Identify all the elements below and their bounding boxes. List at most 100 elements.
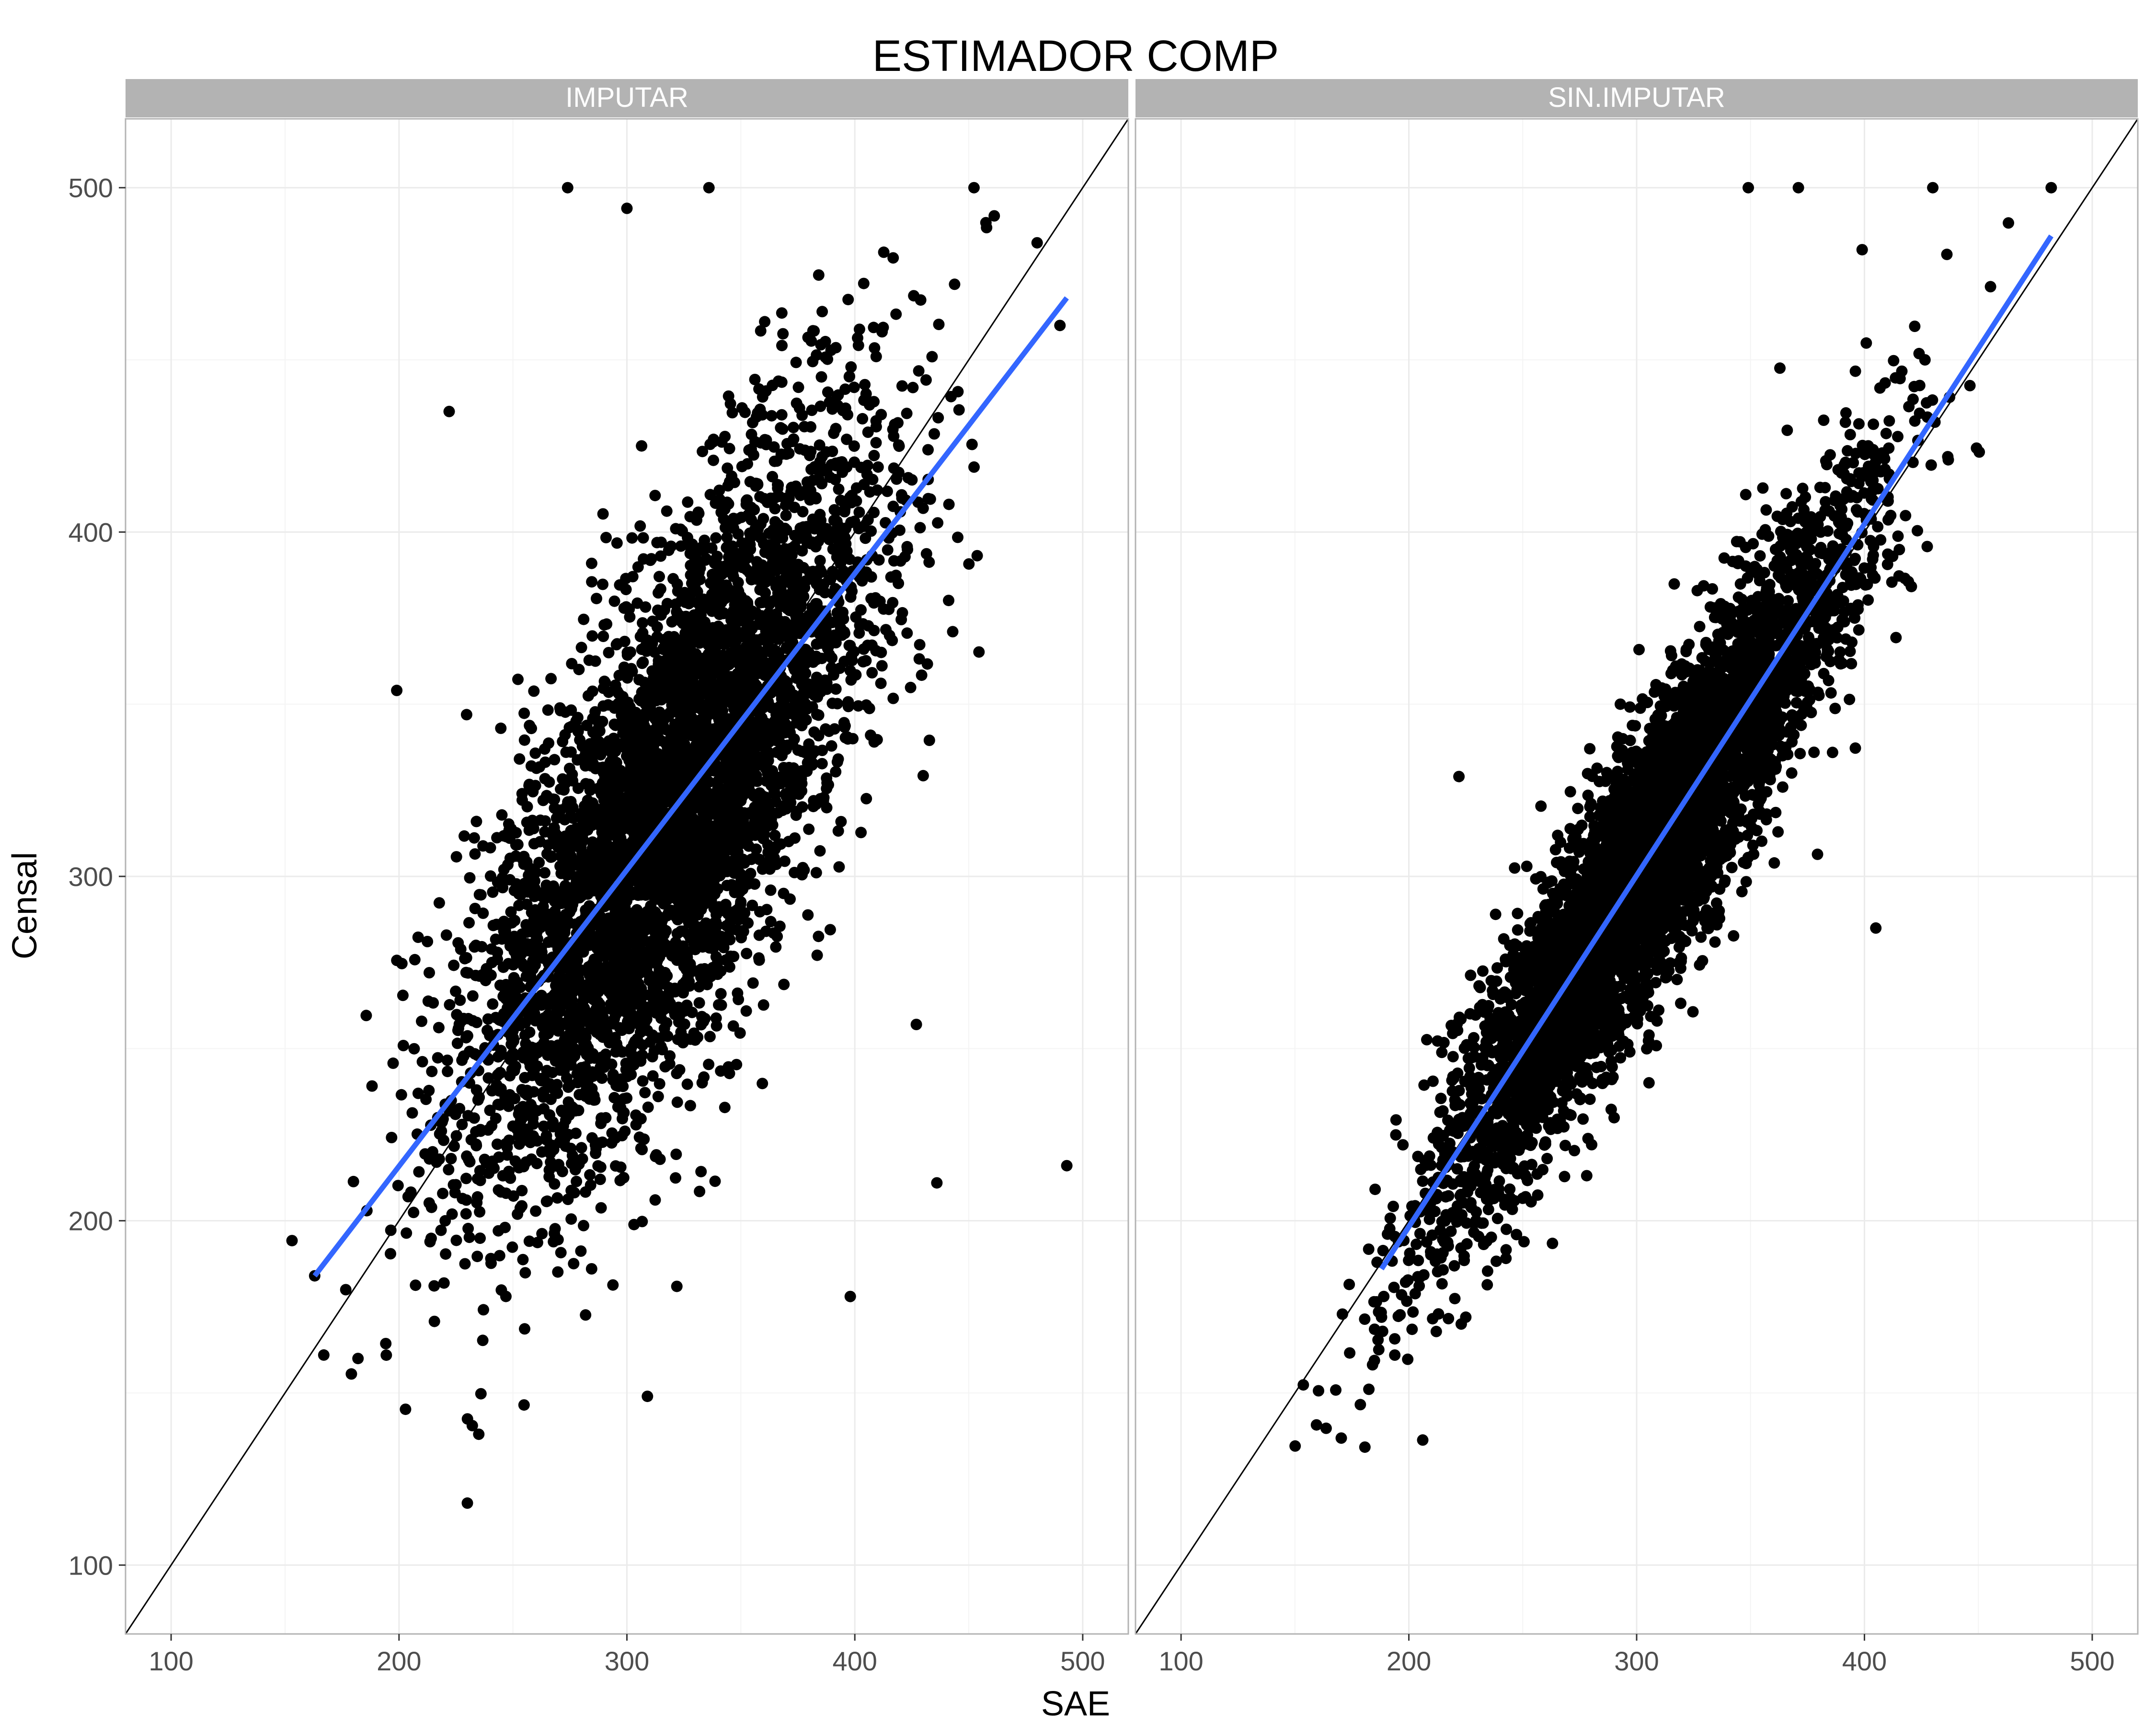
data-point xyxy=(385,1248,396,1260)
data-point xyxy=(494,1067,506,1079)
data-point xyxy=(875,646,887,658)
data-point xyxy=(869,342,881,354)
data-point xyxy=(887,597,899,609)
data-point xyxy=(518,961,530,973)
data-point xyxy=(779,855,791,867)
data-point xyxy=(459,1258,471,1270)
data-point xyxy=(625,954,637,966)
data-point xyxy=(715,999,727,1011)
data-point xyxy=(616,1130,628,1141)
data-point xyxy=(503,1134,515,1146)
data-point xyxy=(621,670,633,682)
data-point xyxy=(755,646,767,658)
data-point xyxy=(816,451,828,462)
data-point xyxy=(408,1207,420,1219)
data-point xyxy=(749,851,761,863)
data-point xyxy=(814,508,826,520)
data-point xyxy=(576,861,588,873)
data-point xyxy=(688,760,700,772)
data-point xyxy=(843,699,855,711)
data-point xyxy=(477,1334,489,1346)
data-point xyxy=(618,602,630,614)
data-point xyxy=(526,1070,538,1081)
data-point xyxy=(558,784,570,796)
data-point xyxy=(830,683,842,695)
data-point xyxy=(781,642,793,654)
data-point xyxy=(590,866,602,878)
data-point xyxy=(783,795,795,807)
data-point xyxy=(661,691,673,703)
data-point xyxy=(856,575,868,587)
data-point xyxy=(340,1284,352,1296)
data-point xyxy=(469,941,481,953)
data-point xyxy=(742,621,754,633)
data-point xyxy=(695,609,707,621)
data-point xyxy=(821,677,833,689)
data-point xyxy=(582,1076,594,1088)
data-point xyxy=(659,966,671,978)
data-point xyxy=(753,759,765,771)
data-point xyxy=(757,1078,768,1090)
data-point xyxy=(554,702,566,714)
data-point xyxy=(675,714,687,726)
data-point xyxy=(704,1031,716,1043)
data-point xyxy=(914,522,926,534)
data-point xyxy=(433,1022,445,1034)
data-point xyxy=(428,1315,440,1327)
data-point xyxy=(608,1092,620,1104)
data-point xyxy=(932,412,944,424)
data-point xyxy=(608,920,620,932)
data-point xyxy=(640,698,651,710)
data-point xyxy=(947,626,959,638)
data-point xyxy=(543,1171,555,1183)
data-point xyxy=(815,339,827,351)
data-point xyxy=(671,1096,683,1108)
data-point xyxy=(845,517,857,529)
data-point xyxy=(494,1099,506,1111)
data-point xyxy=(814,439,826,451)
data-point xyxy=(523,780,535,792)
data-point xyxy=(655,609,667,621)
data-point xyxy=(705,699,716,711)
data-point xyxy=(579,870,591,882)
data-point xyxy=(726,407,738,419)
data-point xyxy=(718,607,729,619)
data-point xyxy=(926,351,938,363)
data-point xyxy=(486,943,497,955)
data-point xyxy=(650,1149,662,1161)
data-point xyxy=(514,753,526,765)
data-point xyxy=(565,810,577,822)
data-point xyxy=(882,544,894,556)
data-point xyxy=(770,549,782,561)
data-point xyxy=(821,465,833,476)
data-point xyxy=(757,513,769,525)
data-point xyxy=(514,981,526,993)
data-point xyxy=(598,789,610,801)
data-point xyxy=(474,1174,486,1186)
data-point xyxy=(594,935,606,946)
data-point xyxy=(917,770,929,782)
data-point xyxy=(829,723,840,735)
data-point xyxy=(636,999,648,1011)
data-point xyxy=(544,1078,556,1090)
data-point xyxy=(667,573,679,585)
data-point xyxy=(735,591,747,603)
data-point xyxy=(736,537,748,549)
data-point xyxy=(412,932,424,943)
data-point xyxy=(781,568,793,579)
data-point xyxy=(606,1127,618,1139)
data-point xyxy=(557,736,569,748)
data-point xyxy=(757,999,769,1011)
data-point xyxy=(624,611,636,623)
data-point xyxy=(736,828,748,840)
data-point xyxy=(666,634,678,646)
data-point xyxy=(507,1047,519,1059)
data-point xyxy=(771,619,783,631)
data-point xyxy=(754,491,766,503)
data-point xyxy=(769,829,781,841)
data-point xyxy=(780,702,792,714)
data-point xyxy=(422,936,434,947)
data-point xyxy=(617,691,629,702)
data-point xyxy=(858,643,870,655)
data-point xyxy=(913,653,925,665)
